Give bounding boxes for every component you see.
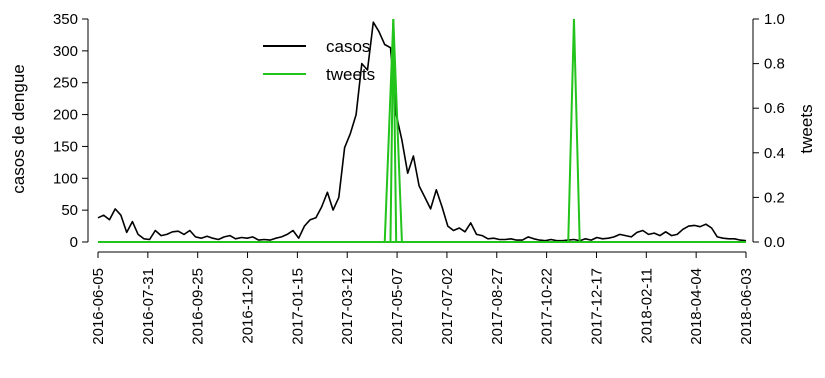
series-tweets-spike-2 [567, 18, 581, 243]
x-tick-label-2017-12-17: 2017-12-17 [588, 268, 605, 345]
legend: casos tweets [263, 37, 375, 84]
left-tick-label-0: 0 [70, 234, 78, 251]
right-tick-label-1.0: 1.0 [764, 11, 785, 28]
x-tick-label-2017-01-15: 2017-01-15 [289, 268, 306, 345]
x-tick-label-2018-06-03: 2018-06-03 [738, 268, 755, 345]
left-tick-label-50: 50 [61, 202, 78, 219]
x-tick-label-2016-11-20: 2016-11-20 [240, 268, 257, 344]
right-tick-label-0.2: 0.2 [764, 189, 785, 206]
x-axis: 2016-06-05 2016-07-31 2016-09-25 2016-11-20… [90, 251, 755, 345]
right-y-axis: 0.0 0.2 0.4 0.6 0.8 1.0 [752, 11, 785, 251]
x-tick-label-2016-09-25: 2016-09-25 [190, 268, 207, 345]
plot-area [97, 18, 747, 243]
x-tick-label-2017-08-27: 2017-08-27 [489, 268, 506, 345]
x-tick-label-2017-03-12: 2017-03-12 [339, 268, 356, 345]
right-tick-label-0.4: 0.4 [764, 145, 785, 162]
right-tick-label-0.8: 0.8 [764, 56, 785, 73]
right-tick-label-0.0: 0.0 [764, 234, 785, 251]
right-tick-label-0.6: 0.6 [764, 100, 785, 117]
right-axis-title: tweets [797, 104, 816, 153]
left-axis-title: casos de dengue [9, 64, 28, 194]
x-tick-label-2018-04-04: 2018-04-04 [688, 268, 705, 345]
x-tick-label-2016-06-05: 2016-06-05 [90, 268, 107, 345]
x-tick-label-2017-10-22: 2017-10-22 [539, 268, 556, 345]
series-tweets-spike-1 [389, 18, 398, 243]
legend-casos-label: casos [326, 37, 370, 56]
x-tick-label-2018-02-11: 2018-02-11 [638, 268, 655, 344]
x-tick-label-2017-07-02: 2017-07-02 [439, 268, 456, 345]
left-tick-label-200: 200 [53, 107, 78, 124]
series-casos-line [97, 21, 747, 242]
x-tick-label-2016-07-31: 2016-07-31 [140, 268, 157, 345]
left-tick-label-300: 300 [53, 43, 78, 60]
x-tick-label-2017-05-07: 2017-05-07 [389, 268, 406, 345]
left-tick-label-250: 250 [53, 75, 78, 92]
left-tick-label-150: 150 [53, 138, 78, 155]
left-tick-label-100: 100 [53, 170, 78, 187]
left-y-axis: 0 50 100 150 200 250 300 350 [53, 11, 89, 251]
left-tick-label-350: 350 [53, 11, 78, 28]
legend-tweets-label: tweets [326, 65, 375, 84]
